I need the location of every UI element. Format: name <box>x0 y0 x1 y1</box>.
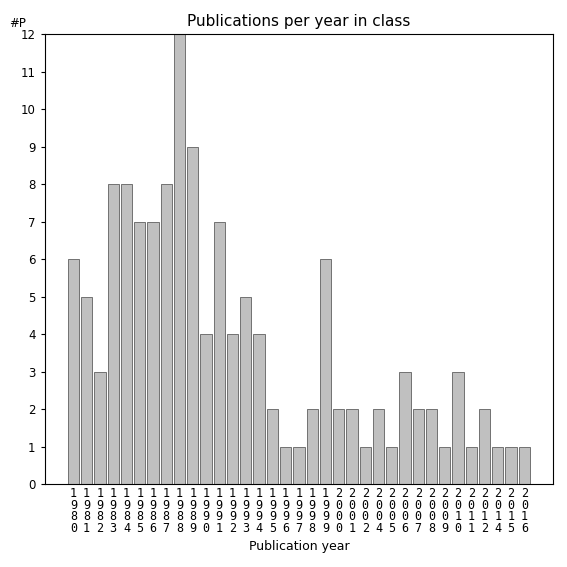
Bar <box>293 447 304 484</box>
Bar <box>253 335 265 484</box>
Bar <box>333 409 344 484</box>
Title: Publications per year in class: Publications per year in class <box>187 14 411 29</box>
Bar <box>214 222 225 484</box>
Bar <box>386 447 397 484</box>
Bar <box>68 259 79 484</box>
Bar <box>147 222 159 484</box>
Bar <box>121 184 132 484</box>
Bar <box>492 447 503 484</box>
Bar <box>519 447 530 484</box>
Bar <box>108 184 119 484</box>
Bar <box>466 447 477 484</box>
Bar <box>134 222 145 484</box>
Bar <box>240 297 251 484</box>
Bar <box>307 409 318 484</box>
Bar <box>346 409 358 484</box>
Bar <box>81 297 92 484</box>
Bar <box>359 447 371 484</box>
Bar <box>399 372 411 484</box>
Bar <box>426 409 437 484</box>
Bar <box>280 447 291 484</box>
Bar <box>452 372 464 484</box>
Bar <box>187 147 198 484</box>
Bar <box>200 335 211 484</box>
Bar <box>439 447 450 484</box>
X-axis label: Publication year: Publication year <box>248 540 349 553</box>
Bar <box>413 409 424 484</box>
Text: #P: #P <box>9 16 26 29</box>
Bar <box>160 184 172 484</box>
Bar <box>94 372 105 484</box>
Bar <box>479 409 490 484</box>
Bar <box>505 447 517 484</box>
Bar <box>320 259 331 484</box>
Bar <box>174 34 185 484</box>
Bar <box>227 335 238 484</box>
Bar <box>373 409 384 484</box>
Bar <box>266 409 278 484</box>
